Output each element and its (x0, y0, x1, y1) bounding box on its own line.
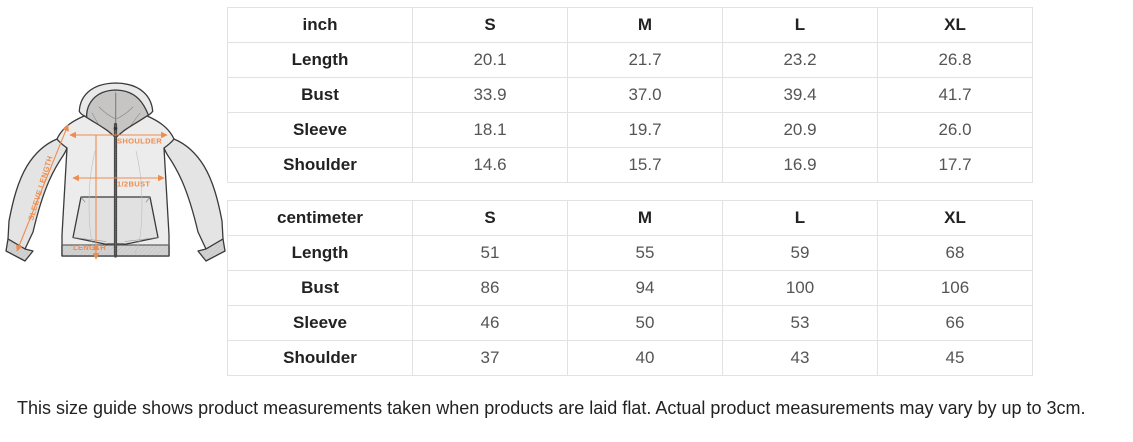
svg-text:LENGTH: LENGTH (73, 243, 106, 252)
svg-text:SHOULDER: SHOULDER (117, 137, 162, 146)
svg-text:1/2BUST: 1/2BUST (117, 180, 150, 189)
